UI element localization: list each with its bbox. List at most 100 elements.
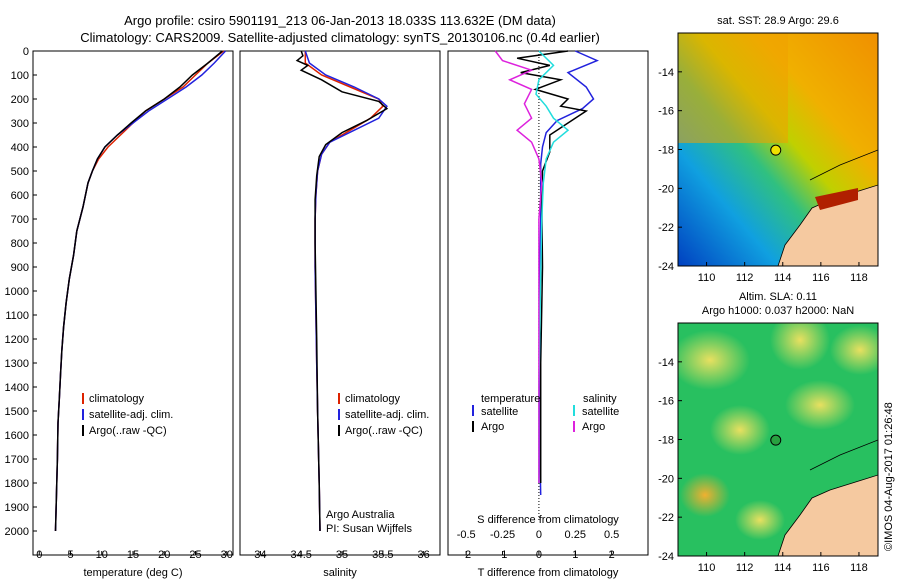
x-tick-label: 110 xyxy=(698,272,716,284)
y-tick-label: 300 xyxy=(11,118,29,130)
x-tick-label: 110 xyxy=(698,562,716,574)
temperature-xlabel: temperature (deg C) xyxy=(83,567,182,579)
figure-title-line2: Climatology: CARS2009. Satellite-adjuste… xyxy=(80,30,600,45)
x-tick-label: -2 xyxy=(461,549,471,561)
y-tick-label: 1500 xyxy=(5,406,29,418)
sla-map-axes: 110 112 114 116 118 -14 -16 -18 -20 -22 -24 xyxy=(658,357,868,574)
x-tick-label: 114 xyxy=(774,562,792,574)
sst-map-title: sat. SST: 28.9 Argo: 29.6 xyxy=(717,15,839,27)
series-line xyxy=(516,50,589,483)
difference-s-xlabel: S difference from climatology xyxy=(477,514,619,526)
x-tick-label: 25 xyxy=(189,549,201,561)
sst-argo-marker xyxy=(770,144,782,156)
difference-plot: -2 -1 0 1 2 -0.5 -0.25 0 0.25 0.5 xyxy=(457,50,619,561)
x-tick-label: 30 xyxy=(221,549,233,561)
series-line xyxy=(54,50,225,532)
x-tick-label: 35.5 xyxy=(372,549,393,561)
difference-legend: temperature satellite Argo salinity sate… xyxy=(472,393,619,433)
y-tick-label: -22 xyxy=(658,512,674,524)
x-tick-label: 1 xyxy=(572,549,578,561)
legend-entry-argo: Argo(..raw -QC) xyxy=(345,425,423,437)
y-tick-label: -20 xyxy=(658,473,674,485)
x-tick-label: 118 xyxy=(850,272,868,284)
s-tick-label: -0.5 xyxy=(457,529,476,541)
x-tick-label: 34 xyxy=(254,549,266,561)
sla-map: Altim. SLA: 0.11 Argo h1000: 0.037 h2000… xyxy=(658,291,879,574)
legend-title-temperature: temperature xyxy=(481,393,540,405)
y-tick-label: 1900 xyxy=(5,502,29,514)
depth-axis: 0 100 200 300 400 500 600 700 800 900 1000 1100 1200… xyxy=(5,46,37,538)
series-line xyxy=(295,50,389,532)
legend-entry-satellite: satellite-adj. clim. xyxy=(89,409,173,421)
x-tick-label: 112 xyxy=(736,562,754,574)
sla-blob xyxy=(678,330,750,390)
x-tick-label: -1 xyxy=(498,549,508,561)
difference-t-xlabel: T difference from climatology xyxy=(478,567,619,579)
sla-blob xyxy=(830,325,878,375)
legend-entry-t-argo: Argo xyxy=(481,421,504,433)
y-tick-label: -14 xyxy=(658,67,674,79)
imos-watermark: ©IMOS 04-Aug-2017 01:26:48 xyxy=(883,402,895,551)
x-tick-label: 0 xyxy=(536,549,542,561)
x-tick-label: 116 xyxy=(812,562,830,574)
y-tick-label: 1300 xyxy=(5,358,29,370)
s-tick-label: -0.25 xyxy=(490,529,515,541)
x-tick-label: 36 xyxy=(418,549,430,561)
sst-map-axes: 110 112 114 116 118 -14 -16 -18 -20 -22 -24 xyxy=(658,67,868,284)
legend-entry-climatology: climatology xyxy=(345,393,401,405)
y-tick-label: 200 xyxy=(11,94,29,106)
series-line xyxy=(54,50,223,532)
series-line xyxy=(304,51,384,532)
legend-entry-s-argo: Argo xyxy=(582,421,605,433)
y-tick-label: 500 xyxy=(11,166,29,178)
x-tick-label: 15 xyxy=(127,549,139,561)
legend-entry-climatology: climatology xyxy=(89,393,145,405)
x-tick-label: 118 xyxy=(850,562,868,574)
legend-entry-s-satellite: satellite xyxy=(582,406,619,418)
x-tick-label: 20 xyxy=(158,549,170,561)
salinity-legend: climatology satellite-adj. clim. Argo(..… xyxy=(326,393,429,535)
sla-blob xyxy=(770,323,830,370)
s-tick-label: 0.5 xyxy=(604,529,619,541)
series-line xyxy=(494,50,543,483)
series-line xyxy=(304,50,388,532)
sla-blob xyxy=(735,500,785,540)
temperature-panel-frame xyxy=(32,50,234,556)
y-tick-label: -14 xyxy=(658,357,674,369)
x-tick-label: 114 xyxy=(774,272,792,284)
legend-entry-satellite: satellite-adj. clim. xyxy=(345,409,429,421)
salinity-xlabel: salinity xyxy=(323,567,357,579)
x-tick-label: 34.5 xyxy=(291,549,312,561)
y-tick-label: 600 xyxy=(11,190,29,202)
y-tick-label: -24 xyxy=(658,551,674,563)
temperature-plot: 0 5 10 15 20 25 30 xyxy=(36,50,233,561)
y-tick-label: 1800 xyxy=(5,478,29,490)
series-line xyxy=(54,50,227,532)
temperature-legend: climatology satellite-adj. clim. Argo(..… xyxy=(82,393,173,437)
legend-entry-t-satellite: satellite xyxy=(481,406,518,418)
x-tick-label: 5 xyxy=(67,549,73,561)
sst-warm-patch xyxy=(678,33,788,143)
y-tick-label: 2000 xyxy=(5,526,29,538)
y-tick-label: 700 xyxy=(11,214,29,226)
y-tick-label: 0 xyxy=(23,46,29,58)
y-tick-label: 900 xyxy=(11,262,29,274)
s-tick-label: 0 xyxy=(536,529,542,541)
sla-contour xyxy=(809,439,878,471)
x-tick-label: 116 xyxy=(812,272,830,284)
y-tick-label: -24 xyxy=(658,261,674,273)
y-tick-label: 100 xyxy=(11,70,29,82)
y-tick-label: -16 xyxy=(658,396,674,408)
y-tick-label: 1200 xyxy=(5,334,29,346)
y-tick-label: -18 xyxy=(658,435,674,447)
y-tick-label: -16 xyxy=(658,106,674,118)
legend-entry-argo: Argo(..raw -QC) xyxy=(89,425,167,437)
figure-title-line1: Argo profile: csiro 5901191_213 06-Jan-2… xyxy=(124,13,556,28)
sla-blob xyxy=(710,405,770,455)
y-tick-label: -20 xyxy=(658,183,674,195)
x-tick-label: 0 xyxy=(36,549,42,561)
salinity-plot: 34 34.5 35 35.5 36 xyxy=(254,50,430,561)
sla-map-title-line2: Argo h1000: 0.037 h2000: NaN xyxy=(702,305,854,317)
x-tick-label: 35 xyxy=(336,549,348,561)
